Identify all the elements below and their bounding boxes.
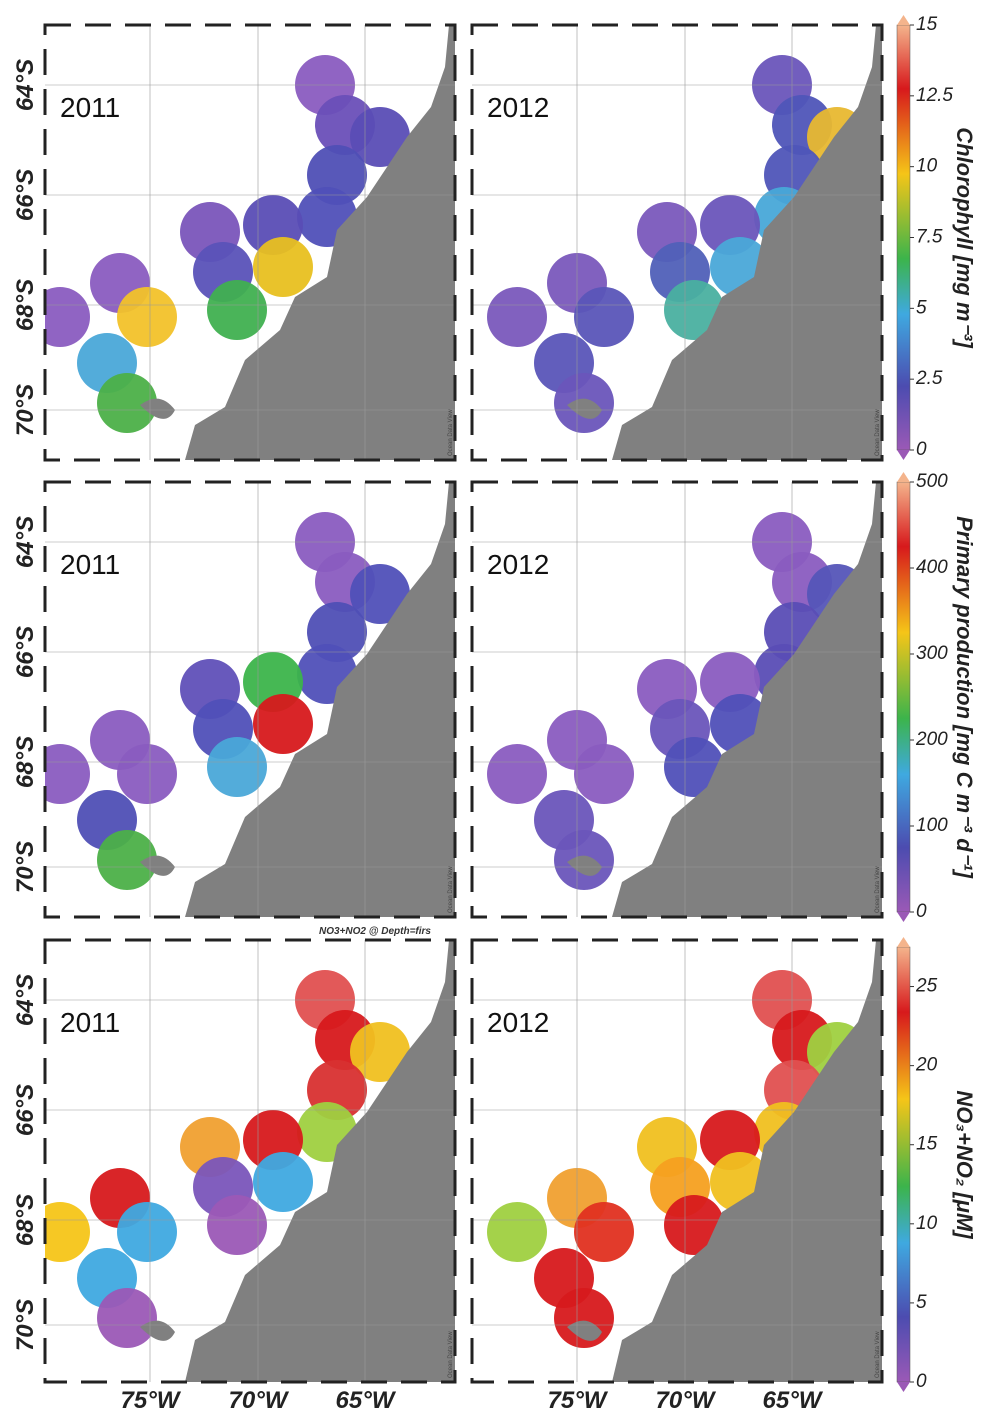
latitude-label: 68°S <box>12 736 39 788</box>
data-blob <box>487 1202 547 1262</box>
data-blob <box>30 287 90 347</box>
data-blob <box>253 237 313 297</box>
longitude-label: 75°W <box>121 1387 182 1414</box>
longitude-label: 65°W <box>336 1387 397 1414</box>
data-blob <box>117 287 177 347</box>
longitude-label: 75°W <box>548 1387 609 1414</box>
data-blob <box>97 1288 157 1348</box>
colorbar-title: Chlorophyll [mg m⁻³] <box>952 127 977 348</box>
colorbar-tick-label: 10 <box>916 1213 938 1234</box>
colorbar-tick-label: 0 <box>916 439 927 460</box>
map-content <box>30 25 455 460</box>
longitude-label: 70°W <box>229 1387 290 1414</box>
colorbar-arrow <box>897 912 910 922</box>
latitude-label: 64°S <box>12 59 39 111</box>
colorbar-title: NO₃+NO₂ [μM] <box>952 1090 977 1239</box>
colorbar-tick-label: 7.5 <box>916 227 943 248</box>
watermark: Ocean Data View <box>448 409 454 456</box>
longitude-label: 65°W <box>763 1387 824 1414</box>
colorbar-tick-label: 0 <box>916 901 927 922</box>
data-blob <box>30 744 90 804</box>
data-blob <box>574 287 634 347</box>
colorbar-tick-label: 20 <box>915 1055 938 1076</box>
latitude-label: 68°S <box>12 279 39 331</box>
data-blob <box>574 744 634 804</box>
colorbar-title: Primary production [mg C m⁻³ d⁻¹] <box>952 516 977 878</box>
colorbar-tick-label: 2.5 <box>915 368 943 389</box>
year-label: 2011 <box>60 92 120 123</box>
data-blob <box>487 287 547 347</box>
colorbar <box>897 25 910 450</box>
data-blob <box>30 1202 90 1262</box>
colorbar-tick-label: 500 <box>916 471 948 492</box>
latitude-label: 66°S <box>12 1084 39 1136</box>
map-content <box>30 482 455 917</box>
longitude-label: 70°W <box>656 1387 717 1414</box>
colorbar <box>897 482 910 912</box>
year-label: 2011 <box>60 549 120 580</box>
colorbar-arrow <box>897 472 910 482</box>
latitude-label: 68°S <box>12 1194 39 1246</box>
data-blob <box>117 1202 177 1262</box>
map-content <box>487 25 882 460</box>
colorbar-tick-label: 5 <box>916 1292 927 1313</box>
figure: NO3+NO2 @ Depth=firs 2011 Ocean Data View… <box>0 0 984 1414</box>
data-blob <box>117 744 177 804</box>
colorbar-tick-label: 25 <box>915 976 938 997</box>
watermark: Ocean Data View <box>448 1331 454 1378</box>
map-panel: 2011 Ocean Data View <box>30 25 455 460</box>
map-content <box>487 482 882 917</box>
colorbar-tick-label: 200 <box>915 729 948 750</box>
colorbar-arrow <box>897 937 910 947</box>
colorbar-arrow <box>897 450 910 460</box>
year-label: 2012 <box>487 92 549 123</box>
colorbar-tick-label: 10 <box>916 156 938 177</box>
latitude-label: 70°S <box>12 1299 39 1351</box>
colorbar-tick-label: 300 <box>916 643 948 664</box>
data-blob <box>253 694 313 754</box>
map-panel: 2012 Ocean Data View <box>472 940 882 1382</box>
colorbar-arrow <box>897 1382 910 1392</box>
colorbar-tick-label: 15 <box>916 14 938 35</box>
year-label: 2012 <box>487 549 549 580</box>
watermark: Ocean Data View <box>448 866 454 913</box>
map-panel: 2011 Ocean Data View <box>30 940 455 1382</box>
colorbar-tick-label: 400 <box>916 557 948 578</box>
map-panel: 2012 Ocean Data View <box>472 25 882 460</box>
data-blob <box>253 1152 313 1212</box>
map-panel: 2011 Ocean Data View <box>30 482 455 917</box>
watermark: Ocean Data View <box>875 866 881 913</box>
latitude-label: 66°S <box>12 626 39 678</box>
latitude-label: 64°S <box>12 516 39 568</box>
map-panel: 2012 Ocean Data View <box>472 482 882 917</box>
colorbar-tick-label: 5 <box>916 297 927 318</box>
colorbar-arrow <box>897 15 910 25</box>
colorbar <box>897 947 910 1382</box>
data-blob <box>574 1202 634 1262</box>
year-label: 2012 <box>487 1007 549 1038</box>
watermark: Ocean Data View <box>875 1331 881 1378</box>
colorbar-tick-label: 0 <box>916 1371 927 1392</box>
watermark: Ocean Data View <box>875 409 881 456</box>
colorbar-tick-label: 12.5 <box>916 85 953 106</box>
section-note: NO3+NO2 @ Depth=firs <box>319 926 431 937</box>
data-blob <box>487 744 547 804</box>
colorbar-tick-label: 15 <box>916 1134 938 1155</box>
latitude-label: 70°S <box>12 384 39 436</box>
colorbar-tick-label: 100 <box>916 815 948 836</box>
latitude-label: 70°S <box>12 841 39 893</box>
latitude-label: 66°S <box>12 169 39 221</box>
year-label: 2011 <box>60 1007 120 1038</box>
latitude-label: 64°S <box>12 974 39 1026</box>
